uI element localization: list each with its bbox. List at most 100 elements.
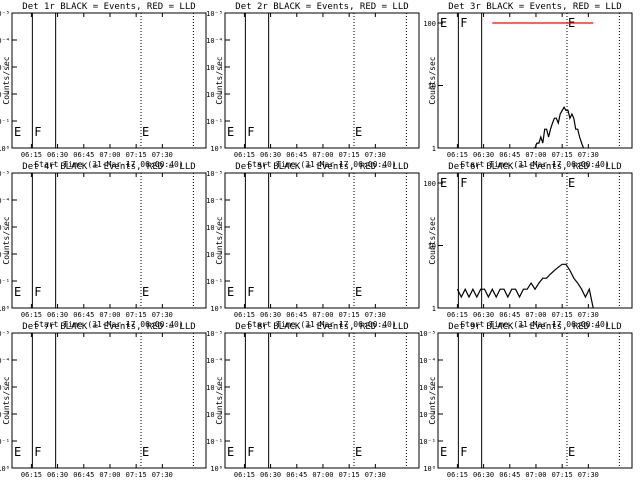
event-marker: E — [227, 445, 234, 459]
y-tick-label: 10⁻¹ — [206, 438, 223, 446]
y-axis-label: Counts/sec — [215, 216, 224, 264]
y-tick-label: 10⁻⁴ — [0, 37, 10, 45]
y-tick-label: 1 — [432, 145, 436, 153]
event-marker: E — [440, 445, 447, 459]
y-axis-label: Counts/sec — [2, 216, 11, 264]
data-series-1 — [456, 263, 594, 309]
x-tick-label: 06:30 — [473, 151, 494, 159]
x-tick-label: 07:15 — [339, 471, 360, 479]
y-tick-label: 10⁻² — [419, 411, 436, 419]
y-tick-label: 10⁻² — [0, 411, 10, 419]
x-tick-label: 06:15 — [21, 471, 42, 479]
x-tick-label: 07:00 — [525, 471, 546, 479]
x-tick-label: 07:00 — [99, 311, 120, 319]
y-tick-label: 10⁻² — [206, 411, 223, 419]
event-marker: F — [460, 445, 467, 459]
x-tick-label: 06:45 — [286, 151, 307, 159]
y-tick-label: 10⁻¹ — [419, 438, 436, 446]
x-tick-label: 07:30 — [365, 151, 386, 159]
event-marker: E — [568, 445, 575, 459]
y-axis-label: Counts/sec — [428, 376, 437, 424]
y-tick-label: 10⁻³ — [206, 224, 223, 232]
event-marker: E — [142, 285, 149, 299]
x-tick-label: 06:30 — [47, 311, 68, 319]
plot-panel-6: Det 6r BLACK = Events, RED = LLD Counts/s… — [423, 162, 633, 329]
event-marker: E — [227, 125, 234, 139]
x-tick-label: 06:30 — [47, 471, 68, 479]
x-tick-label: 07:00 — [525, 151, 546, 159]
x-tick-label: 06:45 — [286, 311, 307, 319]
y-tick-label: 10⁰ — [0, 305, 10, 313]
x-tick-label: 07:30 — [578, 151, 599, 159]
event-marker: F — [247, 125, 254, 139]
event-marker: E — [355, 285, 362, 299]
y-tick-label: 10⁰ — [0, 465, 10, 473]
plot-panel-3: Det 3r BLACK = Events, RED = LLD Counts/s… — [423, 2, 633, 169]
x-tick-label: 07:15 — [126, 471, 147, 479]
y-tick-label: 10⁻¹ — [206, 118, 223, 126]
plot-title: Det 3r BLACK = Events, RED = LLD — [448, 2, 621, 12]
plot-frame — [11, 172, 207, 309]
event-marker: E — [440, 176, 447, 190]
x-tick-label: 06:15 — [21, 151, 42, 159]
x-axis-label: Start Time (31-Mar-17 06:00:40) — [460, 320, 609, 329]
x-axis-label: Start Time (31-Mar-17 06:00:40) — [34, 160, 183, 169]
event-marker: E — [14, 445, 21, 459]
plot-frame — [224, 172, 420, 309]
y-axis-label: Counts/sec — [215, 56, 224, 104]
y-tick-label: 10⁻² — [0, 251, 10, 259]
y-tick-label: 10⁻¹ — [0, 278, 10, 286]
plot-panel-7: Det 7r BLACK = Events, RED = LLD Counts/s… — [0, 322, 207, 479]
plot-panel-9: Det 9r BLACK = Events, RED = LLD Counts/s… — [419, 322, 633, 479]
y-axis-label: Counts/sec — [2, 376, 11, 424]
event-marker: F — [460, 16, 467, 30]
x-tick-label: 06:30 — [47, 151, 68, 159]
y-tick-label: 10 — [428, 83, 436, 91]
x-tick-label: 07:15 — [552, 151, 573, 159]
y-tick-label: 10⁻² — [206, 91, 223, 99]
plot-title: Det 8r BLACK = Events, RED = LLD — [235, 322, 408, 332]
y-axis-label: Counts/sec — [215, 376, 224, 424]
y-tick-label: 10⁻⁵ — [419, 330, 436, 338]
y-tick-label: 10⁻⁵ — [206, 330, 223, 338]
plot-frame — [224, 12, 420, 149]
y-axis-label: Counts/sec — [2, 56, 11, 104]
event-marker: E — [14, 125, 21, 139]
x-tick-label: 06:15 — [21, 311, 42, 319]
y-tick-label: 10⁻⁴ — [0, 357, 10, 365]
x-tick-label: 07:15 — [126, 311, 147, 319]
x-tick-label: 06:15 — [447, 151, 468, 159]
event-marker: E — [440, 16, 447, 30]
plot-frame — [437, 12, 633, 149]
x-axis-label: Start Time (31-Mar-17 06:00:40) — [247, 320, 396, 329]
y-tick-label: 10⁻⁴ — [206, 37, 223, 45]
event-marker: F — [34, 285, 41, 299]
x-tick-label: 07:30 — [365, 311, 386, 319]
x-tick-label: 06:30 — [473, 311, 494, 319]
x-tick-label: 07:15 — [552, 471, 573, 479]
plot-frame — [437, 172, 633, 309]
y-tick-label: 10⁻⁵ — [206, 10, 223, 18]
y-tick-label: 10 — [428, 243, 436, 251]
plot-panel-5: Det 5r BLACK = Events, RED = LLD Counts/s… — [206, 162, 420, 329]
x-tick-label: 07:30 — [578, 471, 599, 479]
x-tick-label: 07:15 — [552, 311, 573, 319]
x-tick-label: 06:45 — [73, 311, 94, 319]
y-tick-label: 10⁻⁵ — [0, 330, 10, 338]
event-marker: E — [227, 285, 234, 299]
x-tick-label: 06:45 — [499, 311, 520, 319]
plot-frame — [437, 332, 633, 469]
plot-frame — [11, 12, 207, 149]
x-tick-label: 06:45 — [499, 151, 520, 159]
event-marker: E — [142, 125, 149, 139]
event-marker: E — [355, 125, 362, 139]
x-tick-label: 07:00 — [312, 151, 333, 159]
x-tick-label: 07:00 — [99, 151, 120, 159]
plot-title: Det 7r BLACK = Events, RED = LLD — [22, 322, 195, 332]
event-marker: E — [355, 445, 362, 459]
plot-panel-4: Det 4r BLACK = Events, RED = LLD Counts/s… — [0, 162, 207, 329]
x-tick-label: 07:15 — [339, 311, 360, 319]
x-tick-label: 06:15 — [447, 311, 468, 319]
plot-panel-8: Det 8r BLACK = Events, RED = LLD Counts/s… — [206, 322, 420, 479]
